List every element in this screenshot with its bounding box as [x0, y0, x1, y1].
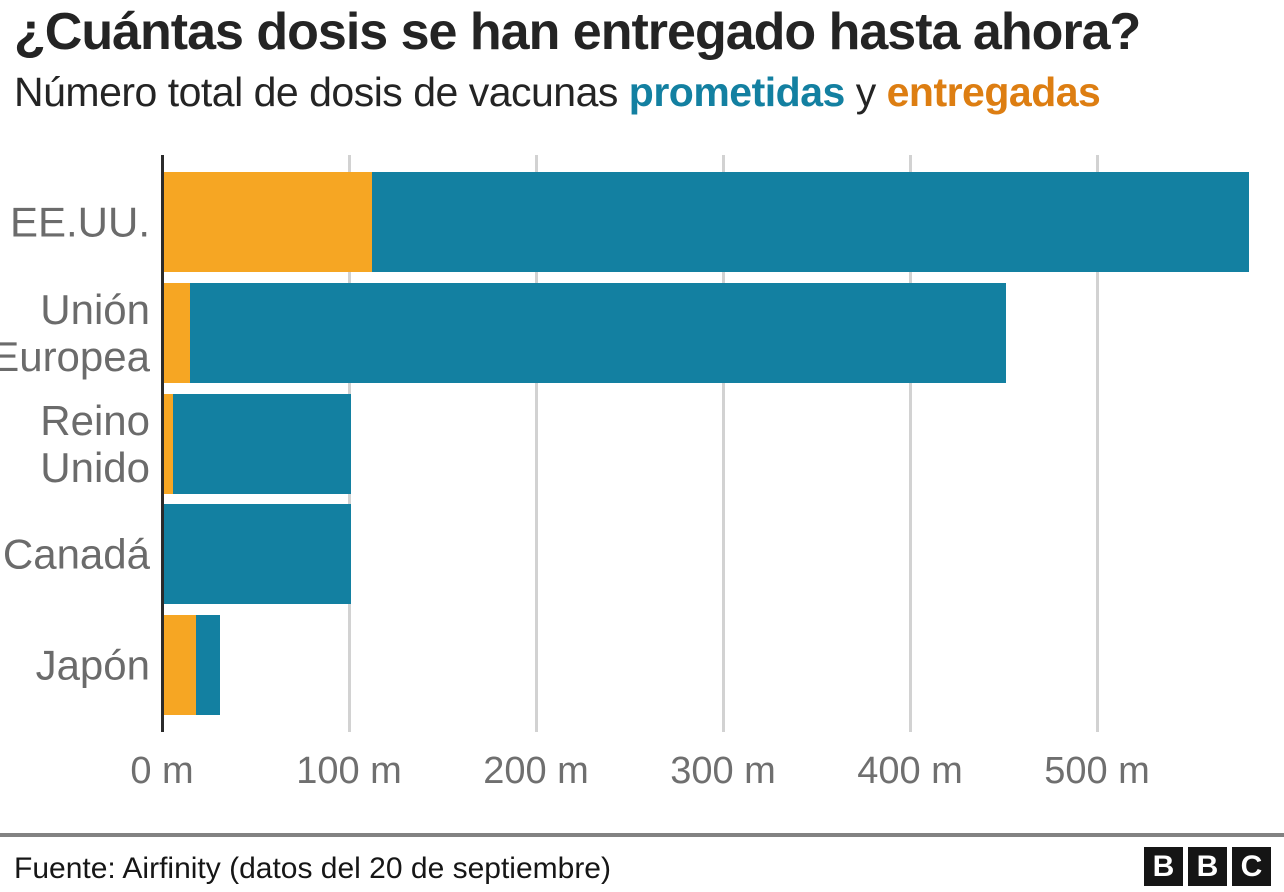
x-tick-label: 100 m: [296, 750, 402, 792]
promised-bar: [164, 393, 351, 494]
chart-title: ¿Cuántas dosis se han entregado hasta ah…: [14, 3, 1141, 61]
source-text: Fuente: Airfinity (datos del 20 de septi…: [14, 852, 611, 885]
plot-area: 0 m 100 m 200 m 300 m 400 m 500 m EE.UU. Unión …: [0, 155, 1284, 792]
x-tick-label: 300 m: [670, 750, 776, 792]
bbc-logo-letter: C: [1232, 847, 1271, 886]
delivered-bar: [164, 615, 196, 715]
x-tick-label: 500 m: [1044, 750, 1150, 792]
promised-bar: [164, 282, 1006, 383]
bbc-logo-letter: B: [1144, 847, 1183, 886]
subtitle-connector: y: [844, 69, 887, 115]
x-tick-label: 200 m: [483, 750, 589, 792]
chart-subtitle: Número total de dosis de vacunas prometi…: [14, 68, 1270, 116]
category-label: Canadá: [2, 530, 150, 578]
category-label: Unión Europea: [0, 285, 150, 380]
x-tick-label: 0 m: [130, 750, 194, 792]
grid-line-500: [1095, 155, 1099, 732]
footer-divider: [0, 833, 1284, 837]
legend-delivered: entregadas: [886, 69, 1101, 115]
bbc-logo-letter: B: [1188, 847, 1227, 886]
y-axis-line: [160, 155, 164, 732]
delivered-bar: [164, 282, 191, 383]
grid-line-300: [721, 155, 725, 732]
subtitle-prefix: Número total de dosis de vacunas: [14, 69, 629, 115]
category-label: Japón: [35, 641, 150, 689]
category-label: EE.UU.: [9, 198, 150, 246]
x-tick-label: 400 m: [857, 750, 963, 792]
legend-promised: prometidas: [628, 69, 846, 115]
grid-line-400: [908, 155, 912, 732]
grid-line-200: [534, 155, 538, 732]
delivered-bar: [164, 172, 372, 272]
category-label: Reino Unido: [40, 396, 150, 491]
promised-bar: [164, 504, 351, 605]
delivered-bar: [164, 393, 174, 494]
